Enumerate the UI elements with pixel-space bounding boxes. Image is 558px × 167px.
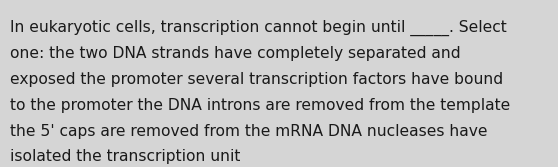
Text: to the promoter the DNA introns are removed from the template: to the promoter the DNA introns are remo…	[10, 98, 511, 113]
Text: In eukaryotic cells, transcription cannot begin until _____. Select: In eukaryotic cells, transcription canno…	[10, 20, 507, 36]
Text: exposed the promoter several transcription factors have bound: exposed the promoter several transcripti…	[10, 72, 503, 87]
Text: isolated the transcription unit: isolated the transcription unit	[10, 149, 240, 164]
Text: one: the two DNA strands have completely separated and: one: the two DNA strands have completely…	[10, 46, 461, 61]
Text: the 5' caps are removed from the mRNA DNA nucleases have: the 5' caps are removed from the mRNA DN…	[10, 124, 488, 139]
